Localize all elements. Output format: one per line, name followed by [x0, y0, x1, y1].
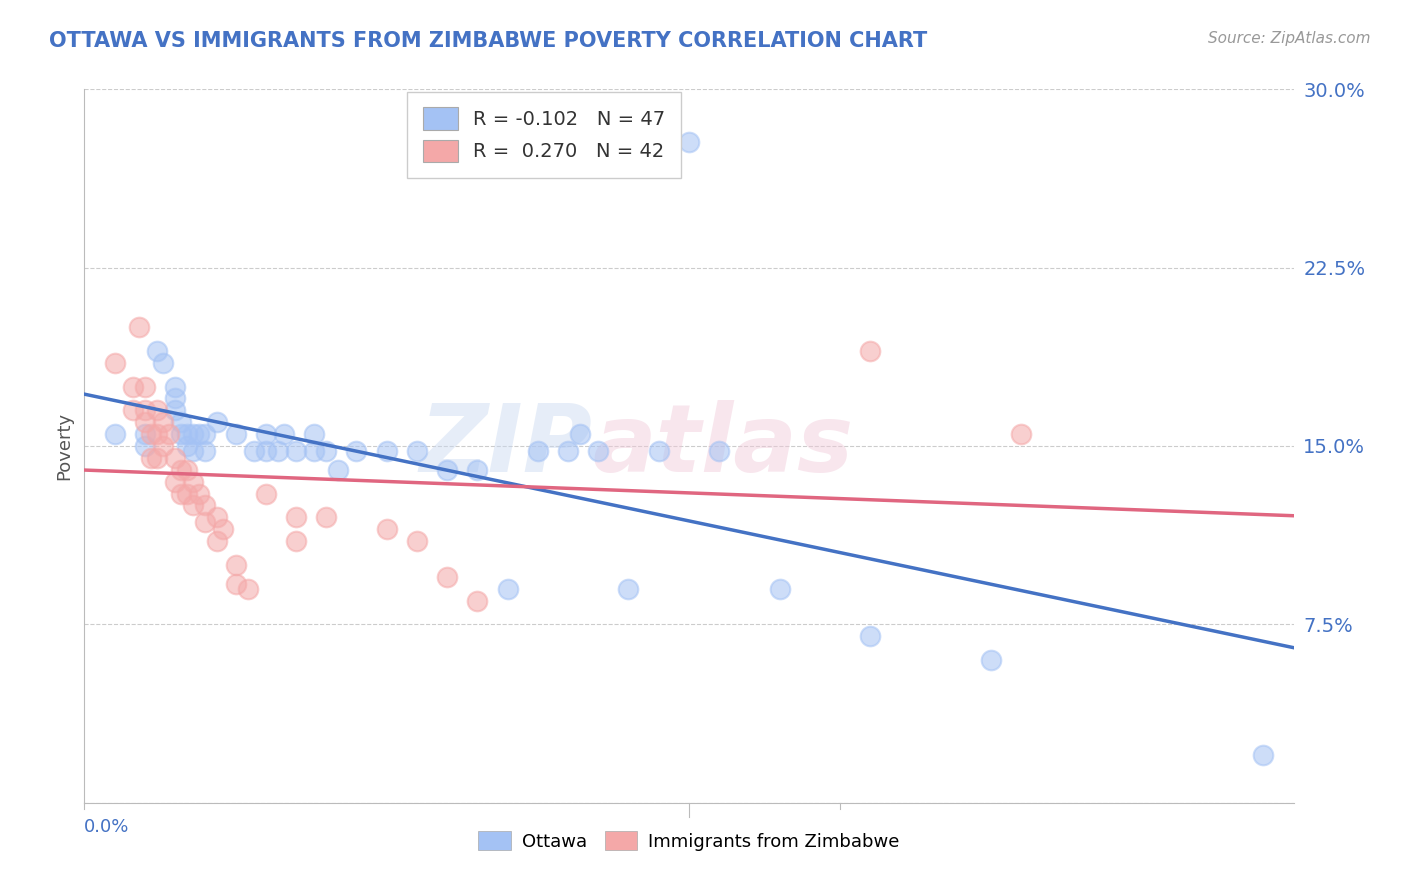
Point: [406, 534, 429, 549]
Point: [1011, 427, 1033, 442]
Legend: Ottawa, Immigrants from Zimbabwe: Ottawa, Immigrants from Zimbabwe: [471, 824, 907, 858]
Point: [165, 403, 187, 417]
Point: [134, 439, 156, 453]
Point: [176, 486, 198, 500]
Point: [176, 427, 198, 442]
Point: [375, 522, 398, 536]
Point: [194, 515, 217, 529]
Text: atlas: atlas: [592, 400, 853, 492]
Point: [285, 534, 308, 549]
Point: [157, 427, 180, 442]
Point: [139, 427, 162, 442]
Point: [181, 443, 204, 458]
Point: [176, 439, 198, 453]
Point: [170, 427, 193, 442]
Point: [146, 450, 169, 465]
Text: OTTAWA VS IMMIGRANTS FROM ZIMBABWE POVERTY CORRELATION CHART: OTTAWA VS IMMIGRANTS FROM ZIMBABWE POVER…: [49, 31, 928, 51]
Point: [225, 427, 247, 442]
Y-axis label: Poverty: Poverty: [55, 412, 73, 480]
Point: [436, 463, 458, 477]
Point: [859, 343, 882, 358]
Point: [207, 510, 229, 524]
Point: [267, 443, 290, 458]
Point: [254, 486, 277, 500]
Point: [315, 443, 337, 458]
Point: [139, 450, 162, 465]
Point: [104, 356, 127, 370]
Point: [859, 629, 882, 643]
Point: [170, 463, 193, 477]
Point: [980, 653, 1002, 667]
Point: [557, 443, 579, 458]
Point: [375, 443, 398, 458]
Point: [134, 415, 156, 429]
Point: [165, 392, 187, 406]
Point: [165, 379, 187, 393]
Point: [315, 510, 337, 524]
Point: [212, 522, 235, 536]
Point: [170, 415, 193, 429]
Point: [188, 486, 211, 500]
Point: [152, 439, 174, 453]
Point: [134, 379, 156, 393]
Point: [346, 443, 368, 458]
Point: [496, 582, 519, 596]
Point: [254, 443, 277, 458]
Point: [242, 443, 264, 458]
Point: [769, 582, 792, 596]
Point: [285, 443, 308, 458]
Point: [569, 427, 592, 442]
Point: [467, 593, 489, 607]
Point: [134, 427, 156, 442]
Point: [121, 379, 143, 393]
Point: [121, 403, 143, 417]
Point: [328, 463, 350, 477]
Point: [436, 570, 458, 584]
Point: [188, 427, 211, 442]
Point: [181, 499, 204, 513]
Point: [165, 475, 187, 489]
Point: [146, 343, 169, 358]
Text: ZIP: ZIP: [419, 400, 592, 492]
Point: [225, 558, 247, 572]
Point: [588, 443, 610, 458]
Point: [194, 499, 217, 513]
Text: Source: ZipAtlas.com: Source: ZipAtlas.com: [1208, 31, 1371, 46]
Point: [254, 427, 277, 442]
Point: [285, 510, 308, 524]
Point: [1253, 748, 1275, 763]
Point: [207, 415, 229, 429]
Point: [194, 443, 217, 458]
Point: [194, 427, 217, 442]
Point: [207, 534, 229, 549]
Point: [302, 443, 325, 458]
Point: [152, 356, 174, 370]
Point: [146, 427, 169, 442]
Point: [617, 582, 640, 596]
Point: [128, 320, 150, 334]
Point: [302, 427, 325, 442]
Point: [152, 415, 174, 429]
Point: [181, 475, 204, 489]
Point: [146, 403, 169, 417]
Point: [648, 443, 671, 458]
Point: [104, 427, 127, 442]
Point: [225, 577, 247, 591]
Point: [176, 463, 198, 477]
Text: 0.0%: 0.0%: [84, 819, 129, 837]
Point: [236, 582, 259, 596]
Point: [678, 135, 700, 149]
Point: [134, 403, 156, 417]
Point: [467, 463, 489, 477]
Point: [165, 450, 187, 465]
Point: [406, 443, 429, 458]
Point: [709, 443, 731, 458]
Point: [170, 486, 193, 500]
Point: [527, 443, 550, 458]
Point: [273, 427, 295, 442]
Point: [181, 427, 204, 442]
